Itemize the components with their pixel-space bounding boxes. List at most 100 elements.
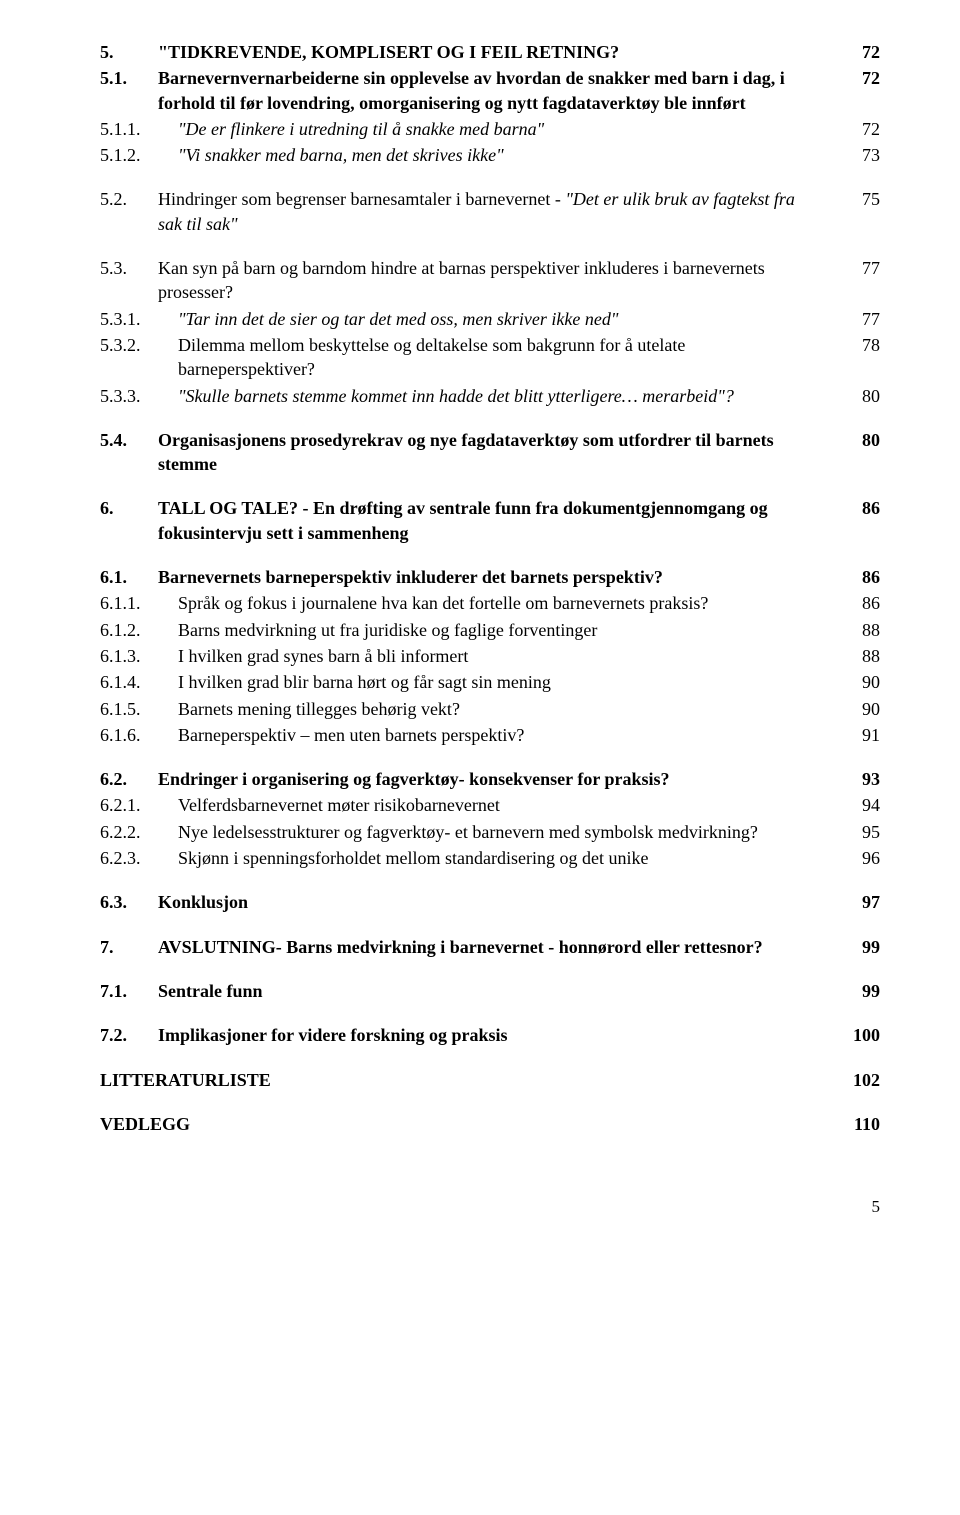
toc-page: 78: [840, 333, 880, 357]
toc-number: 6.1.2.: [100, 618, 178, 642]
toc-number: 7.1.: [100, 979, 158, 1003]
toc-page: 72: [840, 40, 880, 64]
toc-page: 97: [840, 890, 880, 914]
toc-entry: 6.1.4.I hvilken grad blir barna hørt og …: [100, 670, 880, 694]
toc-entry: 7.2.Implikasjoner for videre forskning o…: [100, 1023, 880, 1047]
toc-number: 6.1.5.: [100, 697, 178, 721]
toc-text: Endringer i organisering og fagverktøy- …: [158, 767, 820, 791]
toc-page: 86: [840, 496, 880, 520]
toc-text: I hvilken grad blir barna hørt og får sa…: [178, 670, 820, 694]
toc-label: 7.1.Sentrale funn: [100, 979, 840, 1003]
toc-label: 5.3.2.Dilemma mellom beskyttelse og delt…: [100, 333, 840, 382]
toc-number: 5.1.: [100, 66, 158, 115]
toc-page: 100: [840, 1023, 880, 1047]
toc-text: I hvilken grad synes barn å bli informer…: [178, 644, 820, 668]
toc-number: 6.1.4.: [100, 670, 178, 694]
toc-entry: 6.2.Endringer i organisering og fagverkt…: [100, 767, 880, 791]
toc-label: 5.1.1."De er flinkere i utredning til å …: [100, 117, 840, 141]
toc-text: Nye ledelsesstrukturer og fagverktøy- et…: [178, 820, 820, 844]
toc-entry: 6.3.Konklusjon97: [100, 890, 880, 914]
toc-label: 5.2.Hindringer som begrenser barnesamtal…: [100, 187, 840, 236]
toc-label: 6.2.3.Skjønn i spenningsforholdet mellom…: [100, 846, 840, 870]
toc-text: Organisasjonens prosedyrekrav og nye fag…: [158, 428, 820, 477]
toc-number: 5.4.: [100, 428, 158, 477]
page-number: 5: [100, 1196, 880, 1219]
toc-text: Barnevernvernarbeiderne sin opplevelse a…: [158, 66, 820, 115]
toc-text: Kan syn på barn og barndom hindre at bar…: [158, 256, 820, 305]
toc-label: 5.3.Kan syn på barn og barndom hindre at…: [100, 256, 840, 305]
toc-number: 6.1.6.: [100, 723, 178, 747]
toc-label: 6.TALL OG TALE? - En drøfting av sentral…: [100, 496, 840, 545]
toc-page: 75: [840, 187, 880, 211]
toc-text: "De er flinkere i utredning til å snakke…: [178, 117, 820, 141]
toc-text: Sentrale funn: [158, 979, 820, 1003]
toc-number: 5.3.2.: [100, 333, 178, 382]
toc-number: 6.2.1.: [100, 793, 178, 817]
toc-page: 80: [840, 428, 880, 452]
toc-page: 99: [840, 935, 880, 959]
toc-label: 5.4.Organisasjonens prosedyrekrav og nye…: [100, 428, 840, 477]
toc-label: 7.2.Implikasjoner for videre forskning o…: [100, 1023, 840, 1047]
toc-page: 86: [840, 565, 880, 589]
toc-text: TALL OG TALE? - En drøfting av sentrale …: [158, 496, 820, 545]
toc-text: Barneperspektiv – men uten barnets persp…: [178, 723, 820, 747]
toc-entry: 6.2.2.Nye ledelsesstrukturer og fagverkt…: [100, 820, 880, 844]
toc-number: 6.2.2.: [100, 820, 178, 844]
toc-text: "Vi snakker med barna, men det skrives i…: [178, 143, 820, 167]
toc-number: 6.3.: [100, 890, 158, 914]
toc-entry: 7.1.Sentrale funn99: [100, 979, 880, 1003]
toc-page: 73: [840, 143, 880, 167]
toc-page: 72: [840, 117, 880, 141]
toc-label: 6.1.2.Barns medvirkning ut fra juridiske…: [100, 618, 840, 642]
toc-entry: 6.2.3.Skjønn i spenningsforholdet mellom…: [100, 846, 880, 870]
toc-number: 5.3.1.: [100, 307, 178, 331]
toc-label: 6.2.2.Nye ledelsesstrukturer og fagverkt…: [100, 820, 840, 844]
toc-entry: 5.1.2."Vi snakker med barna, men det skr…: [100, 143, 880, 167]
toc-page: 77: [840, 307, 880, 331]
toc-number: 6.2.3.: [100, 846, 178, 870]
toc-label: 6.3.Konklusjon: [100, 890, 840, 914]
toc-text: Skjønn i spenningsforholdet mellom stand…: [178, 846, 820, 870]
toc-number: 6.1.: [100, 565, 158, 589]
toc-text: Velferdsbarnevernet møter risikobarnever…: [178, 793, 820, 817]
toc-label: VEDLEGG: [100, 1112, 840, 1136]
toc-page: 94: [840, 793, 880, 817]
toc-text: Konklusjon: [158, 890, 820, 914]
toc-text: "Tar inn det de sier og tar det med oss,…: [178, 307, 820, 331]
toc-entry: 5.3.3."Skulle barnets stemme kommet inn …: [100, 384, 880, 408]
toc-entry: 6.1.6.Barneperspektiv – men uten barnets…: [100, 723, 880, 747]
toc-number: 6.1.1.: [100, 591, 178, 615]
toc-page: 88: [840, 618, 880, 642]
toc-text: LITTERATURLISTE: [100, 1068, 820, 1092]
toc-page: 102: [840, 1068, 880, 1092]
toc-entry: 5.2.Hindringer som begrenser barnesamtal…: [100, 187, 880, 236]
toc-entry: 5.4.Organisasjonens prosedyrekrav og nye…: [100, 428, 880, 477]
toc-text: Barnevernets barneperspektiv inkluderer …: [158, 565, 820, 589]
toc-number: 7.2.: [100, 1023, 158, 1047]
toc-text: Dilemma mellom beskyttelse og deltakelse…: [178, 333, 820, 382]
toc-label: 6.1.4.I hvilken grad blir barna hørt og …: [100, 670, 840, 694]
toc-label: 6.1.1.Språk og fokus i journalene hva ka…: [100, 591, 840, 615]
toc-label: 6.1.6.Barneperspektiv – men uten barnets…: [100, 723, 840, 747]
toc-page: 99: [840, 979, 880, 1003]
toc-text: Barnets mening tillegges behørig vekt?: [178, 697, 820, 721]
toc-text: "Skulle barnets stemme kommet inn hadde …: [178, 384, 820, 408]
toc-label: 5."TIDKREVENDE, KOMPLISERT OG I FEIL RET…: [100, 40, 840, 64]
toc-entry: 5.3.Kan syn på barn og barndom hindre at…: [100, 256, 880, 305]
toc-page: 96: [840, 846, 880, 870]
toc-text: Hindringer som begrenser barnesamtaler i…: [158, 187, 820, 236]
toc-number: 5.3.3.: [100, 384, 178, 408]
toc-number: 6.: [100, 496, 158, 545]
toc-entry: 6.1.3.I hvilken grad synes barn å bli in…: [100, 644, 880, 668]
toc-number: 6.1.3.: [100, 644, 178, 668]
toc-text: Implikasjoner for videre forskning og pr…: [158, 1023, 820, 1047]
toc-label: 5.3.3."Skulle barnets stemme kommet inn …: [100, 384, 840, 408]
toc-page: 80: [840, 384, 880, 408]
toc-entry: LITTERATURLISTE 102: [100, 1068, 880, 1092]
toc-entry: 5."TIDKREVENDE, KOMPLISERT OG I FEIL RET…: [100, 40, 880, 64]
table-of-contents: 5."TIDKREVENDE, KOMPLISERT OG I FEIL RET…: [100, 40, 880, 1136]
toc-label: 5.1.Barnevernvernarbeiderne sin opplevel…: [100, 66, 840, 115]
toc-number: 6.2.: [100, 767, 158, 791]
toc-entry: 5.3.1."Tar inn det de sier og tar det me…: [100, 307, 880, 331]
toc-page: 110: [840, 1112, 880, 1136]
